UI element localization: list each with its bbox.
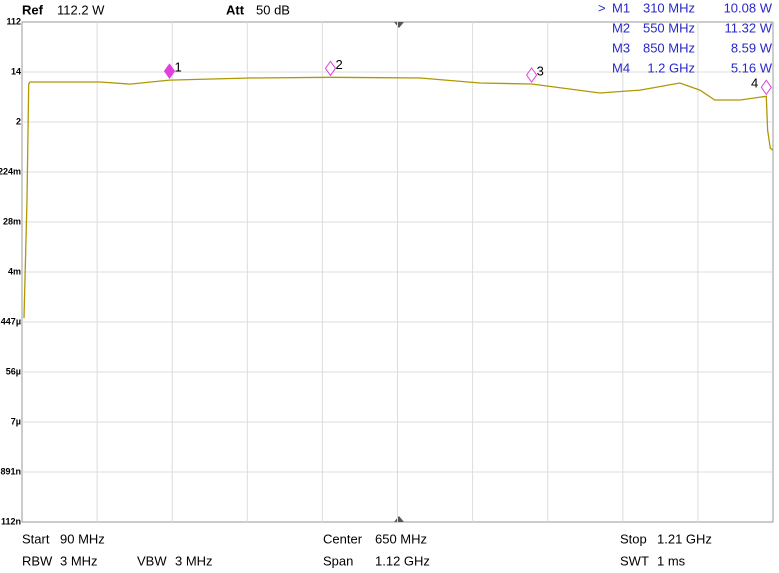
y-tick-label: 224m bbox=[0, 166, 21, 176]
setting-label: Stop bbox=[620, 531, 647, 546]
setting-value: 3 MHz bbox=[175, 553, 213, 568]
trace bbox=[23, 76, 774, 319]
marker-diamond bbox=[163, 63, 176, 80]
y-tick-label: 2 bbox=[16, 116, 21, 126]
setting-value: 1 ms bbox=[657, 553, 686, 568]
marker-diamond bbox=[324, 60, 337, 77]
marker-diamond bbox=[760, 79, 772, 96]
marker-number: 1 bbox=[175, 60, 182, 75]
center-arrow bbox=[394, 22, 404, 28]
marker-value: 5.16 W bbox=[731, 60, 773, 75]
y-tick-label: 447µ bbox=[1, 316, 21, 326]
marker-freq: 310 MHz bbox=[643, 0, 695, 15]
setting-value: 650 MHz bbox=[375, 531, 427, 546]
setting-label: Center bbox=[323, 531, 363, 546]
marker-number: 4 bbox=[751, 76, 758, 91]
setting-label: Span bbox=[323, 553, 353, 568]
setting-label: VBW bbox=[137, 553, 167, 568]
setting-label: RBW bbox=[22, 553, 53, 568]
setting-value: 1.21 GHz bbox=[657, 531, 712, 546]
marker-name: M1 bbox=[612, 0, 630, 15]
y-tick-label: 112n bbox=[1, 516, 21, 526]
y-tick-label: 112 bbox=[6, 16, 21, 26]
setting-value: 1.12 GHz bbox=[375, 553, 430, 568]
marker-freq: 1.2 GHz bbox=[647, 60, 695, 75]
marker-freq: 550 MHz bbox=[643, 20, 695, 35]
att-label: Att bbox=[226, 2, 245, 17]
y-tick-label: 28m bbox=[3, 216, 21, 226]
setting-label: SWT bbox=[620, 553, 649, 568]
att-value: 50 dB bbox=[256, 2, 290, 17]
marker-name: M2 bbox=[612, 20, 630, 35]
setting-value: 90 MHz bbox=[60, 531, 105, 546]
y-tick-label: 4m bbox=[8, 266, 21, 276]
marker-name: M4 bbox=[612, 60, 630, 75]
marker-diamond bbox=[525, 67, 538, 83]
ref-label: Ref bbox=[22, 2, 44, 17]
marker-value: 11.32 W bbox=[725, 20, 773, 35]
marker-number: 3 bbox=[537, 63, 544, 78]
y-tick-label: 891n bbox=[0, 466, 21, 476]
y-tick-label: 14 bbox=[11, 66, 21, 76]
y-tick-label: 56µ bbox=[6, 366, 21, 376]
marker-value: 10.08 W bbox=[724, 0, 773, 15]
marker-name: M3 bbox=[612, 40, 630, 55]
setting-label: Start bbox=[22, 531, 50, 546]
setting-value: 3 MHz bbox=[60, 553, 98, 568]
marker-number: 2 bbox=[335, 57, 342, 72]
marker-freq: 850 MHz bbox=[643, 40, 695, 55]
ref-value: 112.2 W bbox=[57, 2, 105, 17]
center-arrow bbox=[394, 516, 404, 522]
marker-value: 8.59 W bbox=[731, 40, 773, 55]
y-tick-label: 7µ bbox=[11, 416, 21, 426]
active-marker: > bbox=[598, 0, 606, 15]
